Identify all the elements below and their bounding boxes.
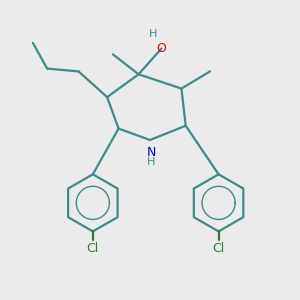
Text: H: H: [147, 157, 156, 167]
Text: Cl: Cl: [212, 242, 225, 255]
Text: O: O: [157, 42, 166, 55]
Text: Cl: Cl: [87, 242, 99, 255]
Text: H: H: [149, 29, 157, 39]
Text: N: N: [147, 146, 156, 159]
